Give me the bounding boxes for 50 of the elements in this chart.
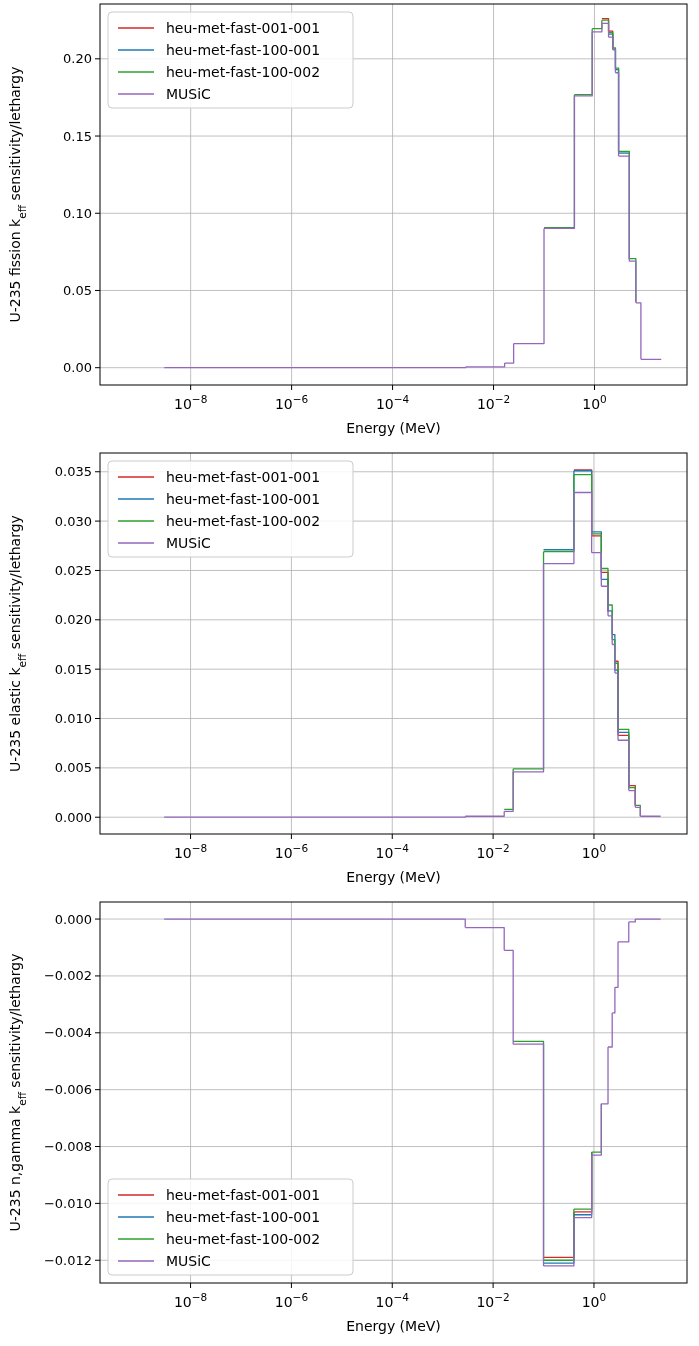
y-tick-label: 0.20: [63, 51, 92, 67]
x-tick-label: 10$^{−2}$: [476, 842, 510, 861]
x-tick-label: 10$^{0}$: [581, 1291, 607, 1310]
y-tick-label: −0.004: [43, 1025, 92, 1041]
legend-label: MUSiC: [166, 534, 212, 551]
y-tick-label: 0.025: [54, 563, 92, 579]
x-tick-label: 10$^{−2}$: [476, 1291, 510, 1310]
y-tick-label: 0.020: [54, 612, 92, 628]
y-tick-label: 0.010: [54, 711, 92, 727]
x-tick-label: 10$^{−6}$: [274, 1291, 309, 1310]
legend-label: heu-met-fast-001-001: [166, 468, 321, 485]
y-tick-label: 0.015: [54, 661, 92, 677]
legend-label: heu-met-fast-100-001: [166, 490, 321, 507]
x-axis-title: Energy (MeV): [346, 420, 441, 436]
x-axis-title: Energy (MeV): [346, 869, 441, 885]
y-tick-label: 0.005: [54, 760, 92, 776]
legend-label: heu-met-fast-100-002: [166, 63, 321, 80]
x-tick-label: 10$^{−4}$: [375, 1291, 410, 1310]
y-tick-label: −0.008: [43, 1139, 92, 1155]
legend-label: MUSiC: [166, 85, 212, 102]
x-tick-label: 10$^{0}$: [581, 842, 607, 861]
y-tick-label: −0.002: [43, 968, 92, 984]
legend-label: heu-met-fast-001-001: [166, 1186, 321, 1203]
legend-label: MUSiC: [166, 1252, 212, 1269]
x-axis-title: Energy (MeV): [346, 1318, 441, 1334]
y-tick-label: 0.10: [63, 205, 92, 221]
x-tick-label: 10$^{−8}$: [173, 1291, 208, 1310]
y-tick-label: 0.000: [54, 911, 92, 927]
legend-label: heu-met-fast-100-002: [166, 1230, 321, 1247]
legend-label: heu-met-fast-100-001: [166, 1208, 321, 1225]
x-tick-label: 10$^{−4}$: [375, 842, 410, 861]
y-tick-label: 0.035: [54, 464, 92, 480]
legend-label: heu-met-fast-100-001: [166, 41, 321, 58]
x-tick-label: 10$^{−8}$: [174, 393, 208, 412]
y-tick-label: 0.05: [63, 283, 92, 299]
y-tick-label: 0.15: [63, 128, 92, 144]
y-tick-label: −0.010: [43, 1195, 92, 1211]
legend-label: heu-met-fast-100-002: [166, 512, 321, 529]
x-tick-label: 10$^{−6}$: [274, 393, 309, 412]
x-tick-label: 10$^{0}$: [582, 393, 607, 412]
x-tick-label: 10$^{−4}$: [375, 393, 410, 412]
x-tick-label: 10$^{−2}$: [476, 393, 511, 412]
y-tick-label: 0.030: [54, 513, 92, 529]
y-tick-label: −0.012: [43, 1252, 92, 1268]
y-tick-label: 0.00: [63, 360, 92, 376]
y-tick-label: 0.000: [54, 809, 92, 825]
x-tick-label: 10$^{−8}$: [173, 842, 208, 861]
x-tick-label: 10$^{−6}$: [274, 842, 309, 861]
y-tick-label: −0.006: [43, 1082, 92, 1098]
legend-label: heu-met-fast-001-001: [166, 19, 321, 36]
